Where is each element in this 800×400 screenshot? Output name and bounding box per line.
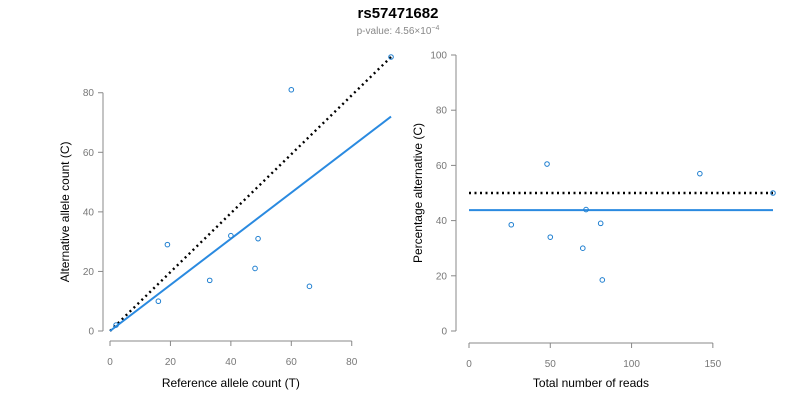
data-point [544,161,550,167]
y-tick-label: 100 [430,51,447,62]
left-y-ticks: 0 20 40 60 80 [83,88,103,338]
left-reference-line [109,56,392,332]
x-tick-label: 60 [286,357,298,368]
data-point [252,265,258,272]
data-point [306,283,313,290]
x-tick-label: 150 [705,359,722,370]
left-x-ticks: 0 20 40 60 80 [107,341,358,368]
right-points [508,161,776,283]
data-point [155,298,162,305]
y-tick-label: 40 [436,216,448,227]
data-point [508,221,515,228]
y-tick-label: 0 [88,327,94,338]
p-value-label: p-value: 4.56×10−4 [357,25,440,37]
data-point [579,245,586,251]
chart-title: rs57471682 [358,5,439,22]
y-tick-label: 40 [83,207,95,218]
left-y-axis-label: Alternative allele count (C) [58,142,72,283]
data-point [583,206,589,213]
p-value-exponent: −4 [431,25,439,32]
right-x-axis: 0 50 100 150 [466,342,722,370]
right-y-axis: 0 20 40 60 80 100 [430,51,457,338]
data-point [388,54,394,60]
data-point [599,277,606,283]
y-tick-label: 60 [436,161,448,172]
data-point [228,232,234,239]
left-points [113,54,394,328]
y-tick-label: 80 [83,88,95,99]
left-scatter-panel: 0 20 40 60 80 0 20 40 60 80 Reference allele cou… [58,54,394,390]
data-point [288,86,295,93]
x-tick-label: 40 [225,357,237,368]
x-tick-label: 100 [623,359,640,370]
data-point [255,235,261,242]
x-tick-label: 0 [107,357,113,368]
data-point [597,220,604,227]
right-y-ticks: 0 20 40 60 80 100 [430,51,456,338]
y-tick-label: 60 [83,148,95,159]
right-scatter-panel: 0 20 40 60 80 100 0 50 100 150 Total number of r… [411,51,776,390]
x-tick-label: 50 [545,359,557,370]
data-point [164,241,171,248]
x-tick-label: 80 [346,357,358,368]
data-point [770,190,776,196]
left-x-axis: 0 20 40 60 80 [107,340,358,368]
y-tick-label: 20 [83,267,95,278]
y-tick-label: 80 [436,106,448,117]
data-point [113,322,119,328]
data-point [697,170,703,177]
left-y-axis: 0 20 40 60 80 [83,88,104,338]
left-fit-line [109,115,392,332]
data-point [206,277,213,284]
x-tick-label: 20 [165,357,177,368]
p-value-text: p-value: 4.56×10 [357,26,432,37]
y-tick-label: 0 [441,327,447,338]
data-point [547,234,554,240]
x-tick-label: 0 [466,359,472,370]
left-x-axis-label: Reference allele count (T) [162,376,300,390]
right-y-axis-label: Percentage alternative (C) [411,123,425,263]
right-x-ticks: 0 50 100 150 [466,343,722,370]
y-tick-label: 20 [436,271,448,282]
right-x-axis-label: Total number of reads [533,376,649,390]
